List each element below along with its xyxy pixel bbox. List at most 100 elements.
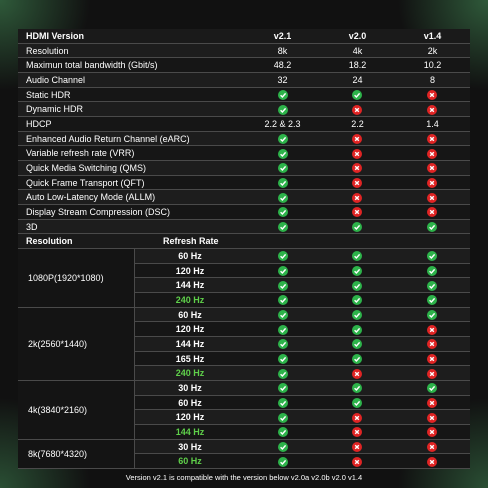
- cross-icon: [427, 148, 437, 159]
- cross-icon: [427, 90, 437, 100]
- check-icon: [278, 354, 288, 365]
- refresh-rate: 120 Hz: [175, 265, 205, 276]
- feature-label: Enhanced Audio Return Channel (eARC): [26, 133, 190, 144]
- check-icon: [352, 251, 362, 262]
- check-icon: [278, 207, 288, 218]
- cross-icon: [352, 207, 362, 218]
- check-icon: [278, 412, 288, 423]
- refresh-rate: 60 Hz: [178, 251, 202, 262]
- cross-icon: [352, 412, 362, 423]
- cross-icon: [352, 456, 362, 467]
- cross-icon: [352, 427, 362, 438]
- cross-icon: [427, 456, 437, 467]
- feature-label: Static HDR: [26, 89, 71, 100]
- cross-icon: [427, 442, 437, 453]
- cross-icon: [352, 148, 362, 159]
- refresh-rate: 120 Hz: [175, 412, 205, 423]
- feature-label: Maximun total bandwidth (Gbit/s): [26, 60, 158, 71]
- cross-icon: [427, 398, 437, 409]
- refresh-rate: 144 Hz: [175, 339, 205, 350]
- cross-icon: [427, 339, 437, 350]
- feature-label: HDCP: [26, 119, 52, 130]
- refresh-rate: 165 Hz: [175, 353, 205, 364]
- row-line: [18, 117, 470, 132]
- version-header: v2.0: [348, 31, 367, 41]
- feature-label: Variable refresh rate (VRR): [26, 148, 135, 159]
- check-icon: [278, 148, 288, 159]
- rate-header: Refresh Rate: [163, 236, 219, 247]
- refresh-rate: 240 Hz: [175, 295, 205, 306]
- refresh-rate: 60 Hz: [178, 456, 202, 467]
- check-icon: [278, 134, 288, 145]
- feature-label: Auto Low-Latency Mode (ALLM): [26, 192, 156, 203]
- check-icon: [278, 280, 288, 291]
- row-line: [18, 87, 470, 103]
- row-line: [18, 102, 470, 117]
- check-icon: [278, 339, 288, 350]
- check-icon: [427, 383, 437, 394]
- cross-icon: [352, 192, 362, 203]
- check-icon: [278, 104, 288, 115]
- cross-icon: [427, 427, 437, 438]
- check-icon: [278, 192, 288, 203]
- check-icon: [278, 442, 288, 453]
- check-icon: [278, 456, 288, 467]
- group-label: 4k(3840*2160): [18, 381, 135, 440]
- version-header: v2.1: [273, 31, 292, 41]
- cross-icon: [352, 368, 362, 379]
- check-icon: [278, 163, 288, 174]
- cell-text: 1.4: [426, 119, 439, 130]
- cross-icon: [427, 354, 437, 365]
- check-icon: [278, 295, 288, 306]
- check-icon: [352, 339, 362, 350]
- cell-text: 2.2 & 2.3: [264, 119, 301, 130]
- feature-label: Dynamic HDR: [26, 104, 84, 115]
- check-icon: [427, 266, 437, 277]
- cross-icon: [427, 368, 437, 379]
- cross-icon: [427, 207, 437, 218]
- check-icon: [352, 310, 362, 321]
- cross-icon: [427, 178, 437, 189]
- check-icon: [278, 310, 288, 321]
- refresh-rate: 60 Hz: [178, 309, 202, 320]
- check-icon: [352, 90, 362, 100]
- cross-icon: [427, 104, 437, 115]
- cross-icon: [427, 412, 437, 423]
- refresh-rate: 144 Hz: [175, 280, 205, 291]
- check-icon: [278, 398, 288, 409]
- check-icon: [427, 310, 437, 321]
- check-icon: [278, 368, 288, 379]
- row-line: [18, 234, 470, 250]
- cross-icon: [427, 163, 437, 174]
- cross-icon: [352, 178, 362, 189]
- cross-icon: [352, 134, 362, 145]
- refresh-rate: 144 Hz: [175, 427, 205, 438]
- cell-text: 10.2: [423, 60, 442, 71]
- check-icon: [278, 178, 288, 189]
- group-label: 8k(7680*4320): [18, 439, 135, 470]
- check-icon: [352, 295, 362, 306]
- check-icon: [278, 427, 288, 438]
- cross-icon: [352, 442, 362, 453]
- feature-label: Quick Media Switching (QMS): [26, 163, 147, 174]
- row-line: [18, 43, 470, 59]
- check-icon: [352, 222, 362, 233]
- cell-text: 24: [352, 75, 363, 85]
- refresh-rate: 240 Hz: [175, 368, 205, 379]
- check-icon: [352, 324, 362, 335]
- header-title: HDMI Version: [26, 31, 85, 41]
- row-line: [18, 73, 470, 88]
- check-icon: [278, 324, 288, 335]
- check-icon: [352, 354, 362, 365]
- refresh-rate: 30 Hz: [178, 383, 202, 394]
- cell-text: 4k: [352, 45, 363, 56]
- feature-label: Audio Channel: [26, 75, 86, 85]
- check-icon: [278, 383, 288, 394]
- cell-text: 8k: [277, 45, 288, 56]
- check-icon: [427, 280, 437, 291]
- cell-text: 8: [429, 75, 435, 85]
- refresh-rate: 30 Hz: [178, 441, 202, 452]
- version-header: v1.4: [423, 31, 442, 41]
- check-icon: [427, 222, 437, 233]
- feature-label: Resolution: [26, 45, 69, 56]
